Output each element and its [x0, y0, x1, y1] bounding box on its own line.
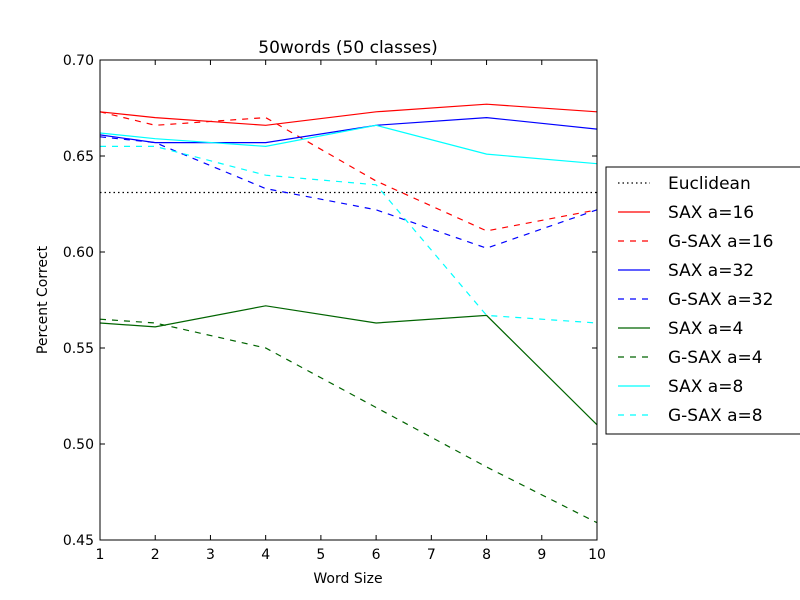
x-tick-label: 3 — [206, 547, 215, 563]
series-line-4 — [99, 136, 598, 249]
y-tick-label: 0.45 — [63, 533, 94, 549]
legend-label: G-SAX a=4 — [668, 348, 763, 368]
series-layer — [99, 103, 598, 524]
legend-label: SAX a=8 — [668, 377, 743, 397]
x-tick-label: 6 — [372, 547, 381, 563]
chart-title: 50words (50 classes) — [258, 38, 438, 58]
series-line-6 — [99, 318, 598, 524]
y-tick-label: 0.70 — [63, 53, 94, 69]
legend-label: G-SAX a=16 — [668, 232, 773, 252]
legend-label: G-SAX a=32 — [668, 290, 773, 310]
x-tick-label: 4 — [261, 547, 270, 563]
y-tick-label: 0.55 — [63, 341, 94, 357]
legend-label: SAX a=16 — [668, 203, 754, 223]
series-line-3 — [99, 116, 598, 144]
plot-frame — [99, 59, 598, 541]
y-axis-label: Percent Correct — [35, 245, 51, 354]
y-tick-label: 0.65 — [63, 149, 94, 165]
legend-label: SAX a=4 — [668, 319, 743, 339]
series-line-1 — [99, 103, 598, 126]
legend-label: SAX a=32 — [668, 261, 754, 281]
x-tick-label: 1 — [96, 547, 105, 563]
series-line-7 — [99, 124, 598, 165]
y-tick-label: 0.50 — [63, 437, 94, 453]
x-tick-label: 7 — [427, 547, 436, 563]
series-line-8 — [100, 145, 598, 324]
axes-layer: 1 2 3 4 5 6 7 8 9 10 0.45 0.50 0.55 0.60 0.65 0.70 — [63, 53, 606, 563]
legend-label: Euclidean — [668, 174, 751, 194]
x-tick-label: 10 — [588, 547, 606, 563]
series-line-2 — [99, 111, 598, 232]
legend-box — [605, 166, 800, 435]
x-tick-label: 5 — [316, 547, 325, 563]
x-tick-label: 9 — [537, 547, 546, 563]
x-tick-label: 8 — [482, 547, 491, 563]
y-tick-label: 0.60 — [63, 245, 94, 261]
series-line-5 — [99, 305, 598, 426]
x-axis-label: Word Size — [313, 571, 382, 587]
legend: Euclidean SAX a=16 G-SAX a=16 SAX a=32 G-SAX… — [605, 166, 800, 435]
legend-label: G-SAX a=8 — [668, 406, 763, 426]
x-tick-label: 2 — [151, 547, 160, 563]
